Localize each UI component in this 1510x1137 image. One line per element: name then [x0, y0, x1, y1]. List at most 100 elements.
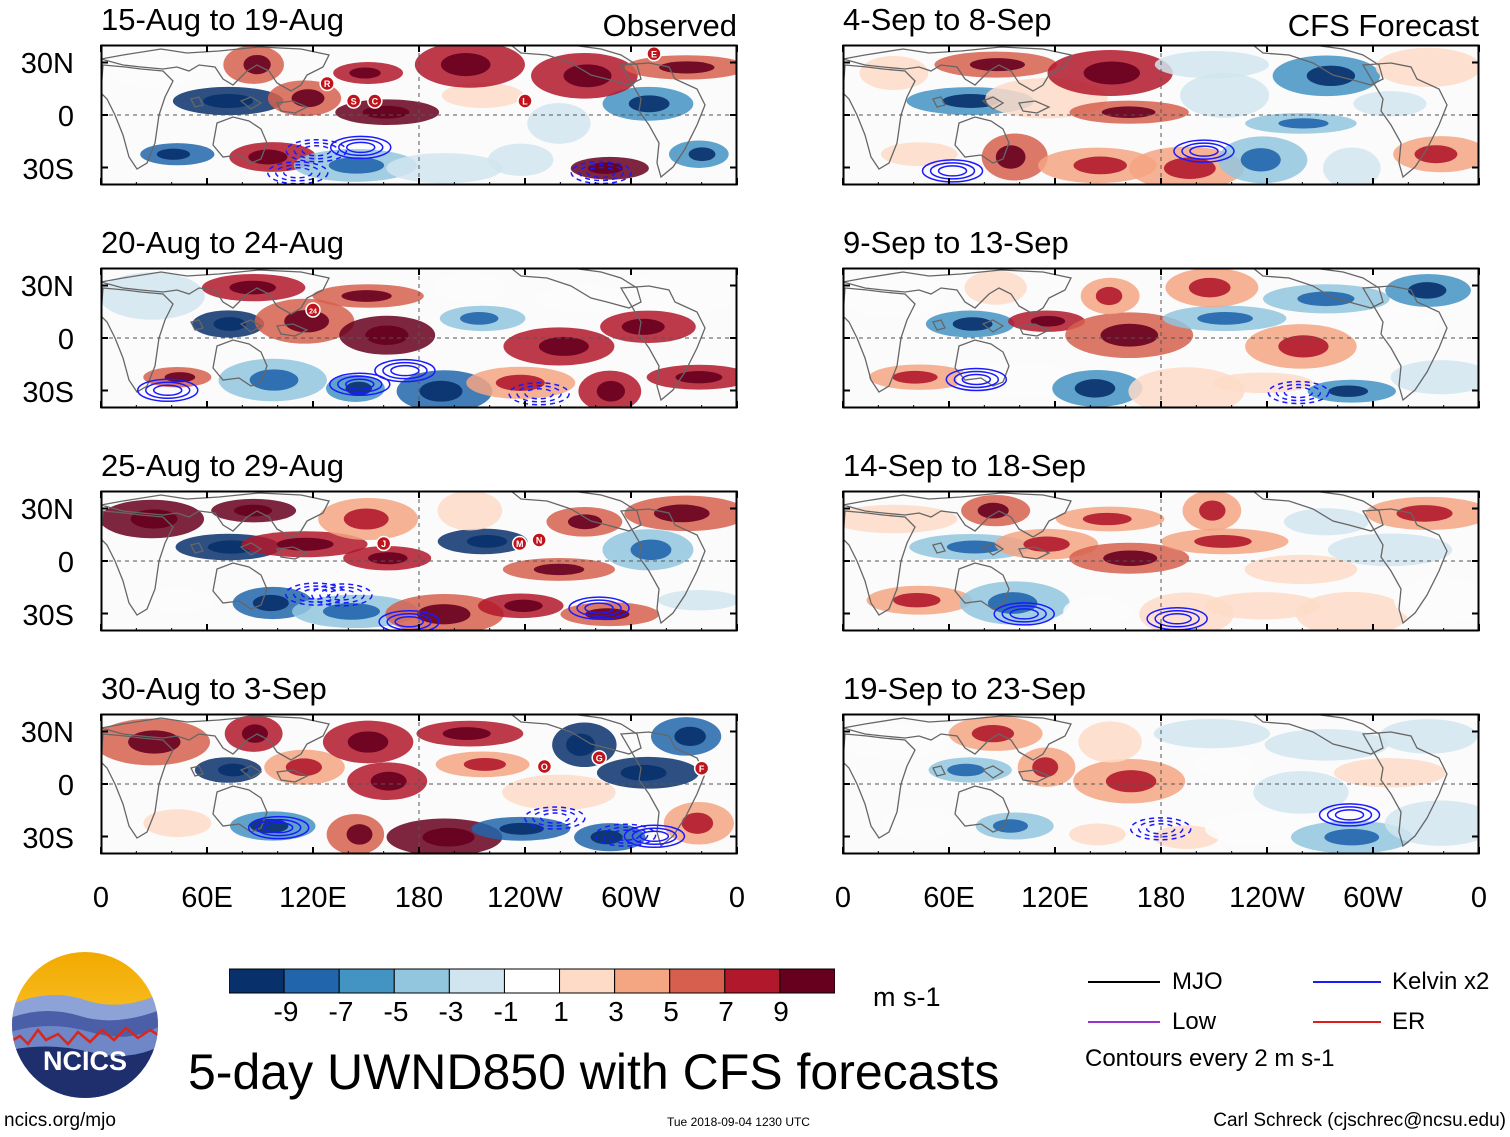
storm-marker: O — [536, 758, 553, 775]
coastline — [932, 765, 946, 777]
colorbar-segment — [724, 968, 781, 994]
wind-anomaly-blob — [883, 806, 956, 840]
wind-anomaly-core — [504, 599, 543, 612]
wind-anomaly-core — [596, 380, 626, 402]
ncics-logo: NCICS — [12, 952, 158, 1098]
wind-anomaly-blob — [658, 590, 737, 611]
storm-marker: S — [345, 93, 362, 109]
wind-anomaly-core — [1297, 291, 1355, 307]
wind-anomaly-core — [942, 94, 1000, 108]
wind-anomaly-core — [587, 162, 624, 174]
wind-anomaly-core — [628, 95, 670, 113]
x-tick-180-right: 180 — [1136, 882, 1186, 914]
cbar-label-m5: -5 — [383, 996, 409, 1027]
wind-anomaly-blob — [1194, 751, 1255, 778]
coastline — [212, 562, 268, 610]
kelvin-contour — [267, 161, 329, 185]
legend-label-low: Low — [1172, 1008, 1217, 1035]
storm-id: C — [372, 97, 379, 107]
coastline — [619, 731, 706, 848]
wind-anomaly-blob — [859, 55, 929, 91]
kelvin-contour — [929, 162, 976, 180]
storm-id: G — [596, 753, 603, 763]
wind-anomaly-core — [533, 563, 585, 576]
kelvin-contour — [953, 370, 1000, 389]
colorbar-segment — [338, 968, 395, 994]
coastline — [843, 287, 916, 393]
coastline — [239, 319, 263, 333]
coastline — [954, 116, 1010, 164]
colorbar-units: m s-1 — [873, 982, 941, 1012]
map-panel — [842, 490, 1480, 632]
coastline — [843, 715, 1072, 761]
kelvin-contour — [1162, 612, 1192, 625]
storm-id: N — [536, 536, 543, 546]
wind-anomaly-core — [893, 592, 941, 608]
wind-anomaly-blob — [143, 809, 212, 838]
wind-anomaly-core — [1324, 829, 1380, 846]
kelvin-contour — [1283, 386, 1314, 399]
coastline — [101, 46, 330, 92]
wind-anomaly-blob — [101, 272, 205, 320]
website-link[interactable]: ncics.org/mjo — [4, 1110, 116, 1131]
coastline — [276, 323, 309, 337]
wind-anomaly-blob — [843, 725, 948, 759]
colorbar-segment — [614, 968, 671, 994]
coastline — [276, 546, 309, 560]
wind-anomaly-core — [567, 514, 603, 530]
wind-anomaly-core — [463, 757, 506, 771]
wind-anomaly-core — [566, 733, 596, 756]
colorbar — [229, 968, 835, 994]
kelvin-contour — [1154, 609, 1200, 628]
storm-id: E — [651, 49, 657, 59]
coastline — [509, 45, 642, 86]
wind-anomaly-core — [459, 312, 499, 325]
storm-id: J — [381, 539, 386, 549]
wind-anomaly-blob — [1063, 596, 1132, 627]
coastline — [190, 96, 204, 108]
wind-anomaly-core — [442, 727, 491, 741]
wind-anomaly-core — [971, 724, 1015, 743]
coastline — [101, 269, 330, 315]
wind-anomaly-core — [590, 830, 623, 845]
panel-title-obs-1: 15-Aug to 19-Aug — [101, 2, 345, 37]
coastline — [509, 714, 642, 755]
wind-anomaly-core — [688, 147, 716, 162]
storm-marker-symbol — [511, 535, 528, 552]
wind-anomaly-core — [417, 604, 471, 625]
x-tick-180-left: 180 — [394, 882, 444, 914]
storm-marker-symbol — [693, 760, 710, 776]
x-tick-60e-left: 60E — [181, 882, 233, 914]
storm-marker-symbol — [375, 535, 392, 552]
storm-marker: M — [511, 535, 528, 552]
coastline — [509, 268, 642, 309]
coastline — [843, 492, 1072, 538]
coastline — [1361, 731, 1448, 848]
wind-anomaly-core — [367, 552, 408, 565]
coastline — [1251, 714, 1384, 755]
wind-anomaly-core — [466, 535, 508, 548]
cbar-label-m7: -7 — [328, 996, 354, 1027]
wind-anomaly-core — [1030, 315, 1066, 327]
coastline — [619, 508, 706, 625]
colorbar-segment — [393, 968, 450, 994]
kelvin-contour — [1189, 145, 1219, 157]
wind-anomaly-core — [213, 317, 246, 331]
map-panel: R S C L E — [100, 44, 738, 186]
x-tick-60w-right: 60W — [1343, 882, 1403, 914]
x-tick-360-left: 0 — [728, 882, 746, 914]
coastline — [212, 116, 268, 164]
wind-anomaly-blob — [1327, 533, 1453, 567]
wind-anomaly-blob — [956, 361, 1073, 399]
wind-anomaly-core — [203, 93, 253, 109]
kelvin-contour — [993, 602, 1055, 626]
wind-anomaly-blob — [880, 142, 958, 167]
wind-anomaly-core — [1095, 286, 1123, 306]
wind-anomaly-core — [992, 819, 1029, 833]
logo-text: NCICS — [43, 1046, 127, 1076]
y-tick-30s-3: 30S — [22, 600, 74, 632]
wind-anomaly-core — [1407, 282, 1447, 299]
wind-anomaly-core — [538, 336, 589, 356]
wind-anomaly-core — [249, 369, 299, 391]
coastline — [1251, 45, 1384, 86]
